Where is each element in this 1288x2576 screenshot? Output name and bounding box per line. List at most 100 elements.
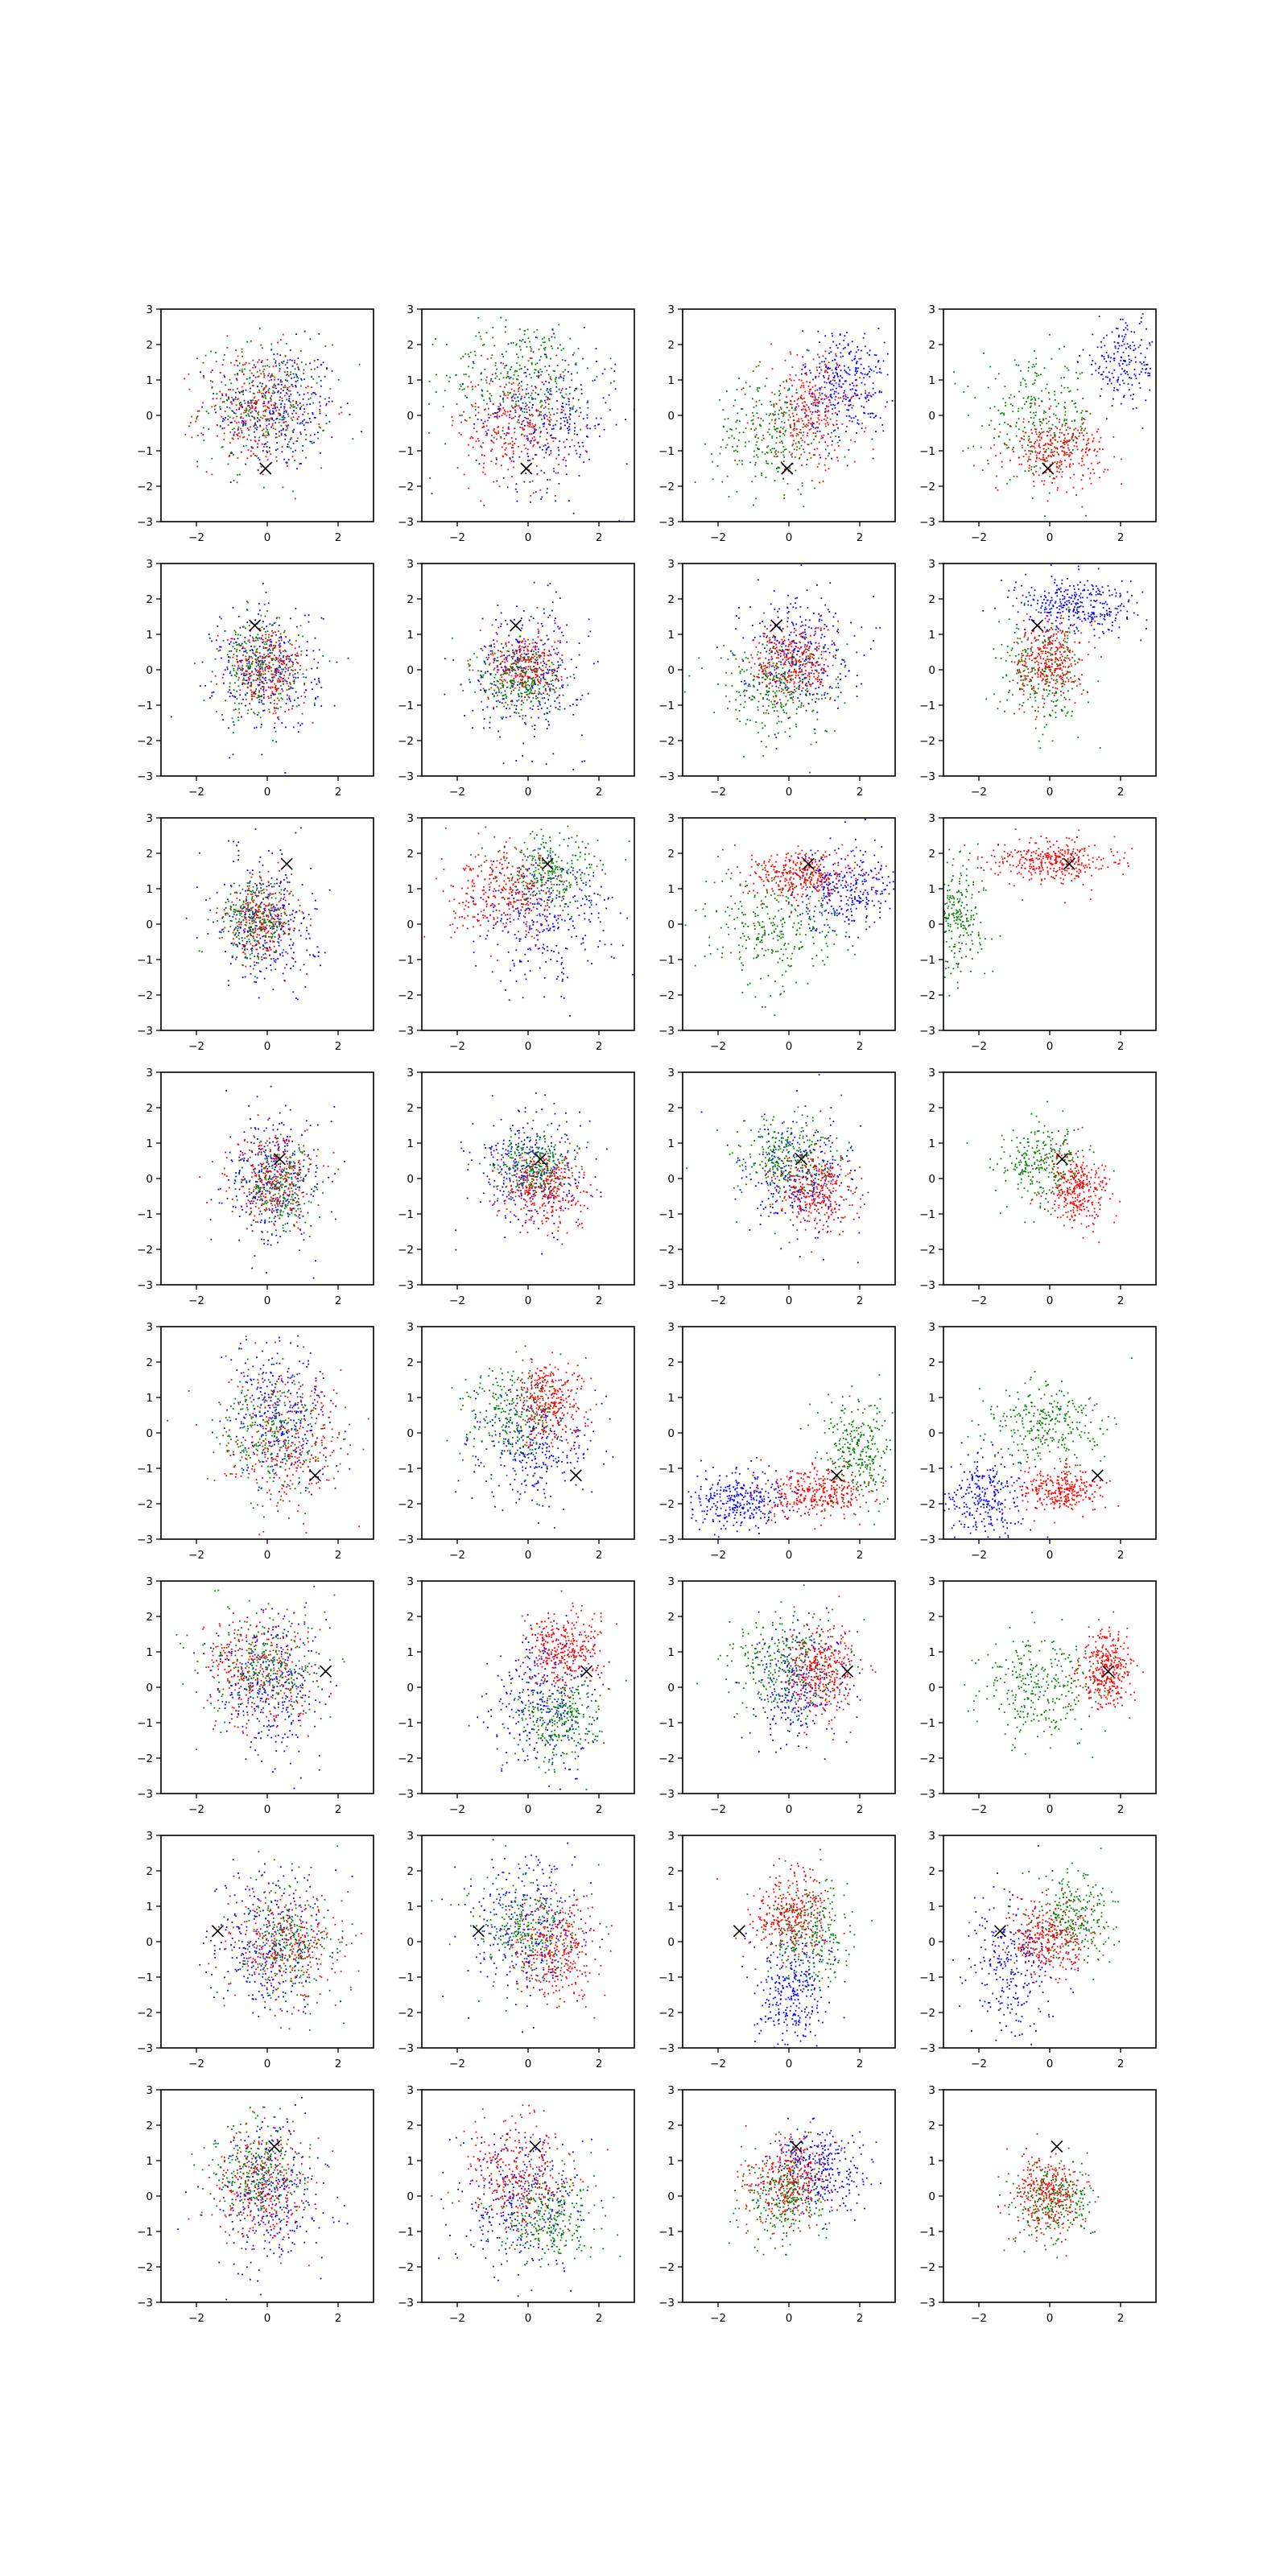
scatter-point [782,460,785,462]
scatter-point [250,440,252,441]
scatter-point [528,426,530,427]
scatter-point [242,422,245,423]
scatter-point [1079,373,1081,375]
scatter-point [255,424,258,427]
scatter-point [1043,480,1046,482]
scatter-point [1009,403,1012,406]
scatter-point [258,681,261,683]
scatter-point [527,658,530,660]
scatter-point [824,418,825,420]
scatter-point [170,716,172,718]
scatter-point [286,425,288,427]
scatter-point [283,631,285,634]
scatter-point [768,428,770,431]
scatter-point [444,390,446,392]
scatter-point [1068,455,1070,457]
scatter-point [283,360,285,362]
scatter-point [274,674,276,676]
scatter-point [515,704,518,707]
scatter-point [262,370,264,373]
scatter-point [822,481,824,482]
scatter-point [275,667,278,670]
scatter-point [243,672,246,675]
scatter-point [520,349,522,351]
scatter-point [817,397,819,398]
scatter-point [863,411,865,414]
scatter-point [830,351,832,353]
scatter-point [1047,448,1050,450]
scatter-point [285,420,287,423]
scatter-point [775,453,777,455]
scatter-point [855,369,857,371]
scatter-point [291,359,293,361]
scatter-point [518,675,521,678]
scatter-point [1138,382,1141,384]
scatter-point [557,347,559,349]
scatter-point [316,358,319,361]
scatter-point [253,692,255,695]
scatter-point [1067,386,1069,389]
scatter-point [513,460,515,463]
scatter-point [553,689,555,691]
scatter-point [514,618,515,621]
scatter-point [260,687,262,690]
scatter-point [246,663,249,665]
scatter-point [530,363,533,365]
scatter-point [1063,419,1065,422]
scatter-point [278,362,280,365]
scatter-point [287,444,289,445]
scatter-point [288,688,290,690]
scatter-point [766,431,769,433]
scatter-point [245,463,247,465]
scatter-point [530,357,533,359]
scatter-point [1059,421,1060,423]
scatter-point [1018,456,1021,459]
scatter-point [511,399,513,402]
scatter-point [1031,451,1034,453]
scatter-point [271,634,274,637]
scatter-point [1038,444,1040,447]
scatter-point [521,675,523,678]
scatter-point [249,407,251,409]
scatter-point [1105,366,1108,369]
scatter-point [731,435,733,437]
scatter-point [509,378,510,380]
scatter-point [313,702,316,704]
scatter-point [463,374,465,375]
scatter-point [1090,482,1092,485]
scatter-point [302,420,303,422]
scatter-point [268,667,270,669]
scatter-point [548,683,551,685]
scatter-point [694,481,696,484]
scatter-point [1030,446,1032,448]
scatter-point [504,413,506,415]
scatter-point [827,422,828,424]
scatter-point [497,650,499,652]
scatter-point [541,670,543,672]
scatter-point [269,652,271,654]
scatter-point [247,658,250,661]
scatter-point [263,444,266,445]
scatter-point [738,431,741,434]
scatter-point [518,388,519,390]
scatter-point [255,637,257,639]
scatter-point [803,405,805,407]
scatter-point [548,659,551,662]
scatter-point [562,407,564,408]
scatter-point [1118,362,1121,365]
scatter-point [514,406,516,408]
scatter-point [318,426,320,428]
scatter-point [843,365,845,367]
scatter-point [250,662,253,664]
scatter-point [287,390,290,392]
scatter-point [872,382,874,384]
scatter-point [260,726,262,729]
scatter-point [478,680,481,683]
scatter-point [546,488,548,490]
scatter-point [275,730,277,733]
scatter-point [542,423,544,425]
scatter-point [1033,411,1035,414]
scatter-point [1049,429,1051,431]
scatter-point [550,450,552,452]
scatter-point [256,371,258,373]
